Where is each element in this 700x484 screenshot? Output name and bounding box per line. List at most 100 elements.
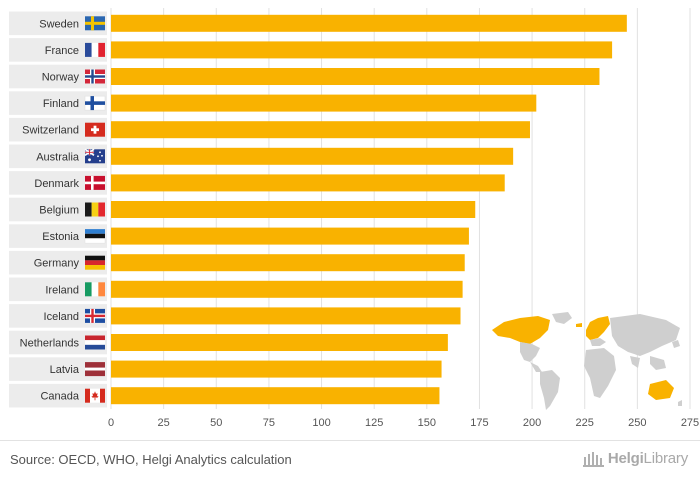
flag-band xyxy=(100,388,105,403)
map-region xyxy=(586,316,610,340)
category-label-box xyxy=(9,197,107,222)
flag-maple-leaf xyxy=(91,391,99,401)
flag-band xyxy=(85,42,92,57)
flag-cross xyxy=(85,181,105,185)
bar xyxy=(111,360,442,378)
category-label-box xyxy=(9,277,107,302)
flag-band xyxy=(85,370,105,377)
map-region xyxy=(492,316,550,344)
category-label: Germany xyxy=(34,258,80,270)
flag-ireland-icon xyxy=(85,282,105,297)
flag-sweden-icon xyxy=(85,16,105,31)
x-tick-label: 100 xyxy=(312,417,330,429)
map-region xyxy=(530,362,542,372)
world-map-icon xyxy=(492,312,682,410)
map-region xyxy=(552,312,572,324)
flag-netherlands-icon xyxy=(85,335,105,350)
bar xyxy=(111,307,461,325)
map-region xyxy=(576,323,582,327)
bar xyxy=(111,334,448,351)
category-label-box xyxy=(9,357,107,381)
flag-belgium-icon xyxy=(85,202,105,217)
bar-chart: Sweden France Norway Finland Switzerland Aust… xyxy=(9,8,699,429)
flag-iceland-icon xyxy=(85,308,105,323)
flag-band xyxy=(85,260,105,266)
footer: Source: OECD, WHO, Helgi Analytics calcu… xyxy=(0,440,700,484)
flag-star xyxy=(101,154,103,157)
flag-band xyxy=(85,344,105,350)
bar xyxy=(111,201,476,218)
flag-star xyxy=(99,151,101,154)
category-label-box xyxy=(9,250,107,275)
category-label: Latvia xyxy=(50,364,80,376)
bar xyxy=(111,387,440,405)
source-note: Source: OECD, WHO, Helgi Analytics calcu… xyxy=(10,452,292,467)
map-region xyxy=(650,356,666,370)
flag-band xyxy=(85,367,105,371)
flag-star xyxy=(97,155,99,158)
bar xyxy=(111,14,627,32)
flag-cross xyxy=(91,128,99,132)
flag-france-icon xyxy=(85,42,105,57)
x-tick-label: 25 xyxy=(158,417,170,429)
category-label-box xyxy=(9,330,107,355)
map-region xyxy=(520,342,540,362)
bar xyxy=(111,280,463,298)
category-label: Ireland xyxy=(45,284,79,296)
flag-latvia-icon xyxy=(85,362,105,377)
map-region xyxy=(584,348,616,398)
flag-germany-icon xyxy=(85,255,105,270)
category-label: Belgium xyxy=(39,205,79,217)
x-tick-label: 50 xyxy=(210,417,222,429)
bar xyxy=(111,147,514,165)
bar xyxy=(111,227,469,245)
flag-band xyxy=(85,388,90,403)
category-label-box xyxy=(9,144,107,169)
bar xyxy=(111,121,530,139)
flag-band xyxy=(85,255,105,261)
brand-name-light: Library xyxy=(643,450,689,467)
flag-band xyxy=(98,42,105,57)
category-label: France xyxy=(45,45,79,57)
category-label: Estonia xyxy=(42,231,80,243)
category-label: Finland xyxy=(43,98,79,110)
flag-band xyxy=(91,282,99,297)
flag-band xyxy=(91,202,99,217)
category-label-box xyxy=(9,38,107,62)
category-label-box xyxy=(9,11,107,36)
flag-band xyxy=(98,202,105,217)
flag-band xyxy=(85,340,105,345)
bar xyxy=(111,41,613,59)
map-region xyxy=(610,314,680,356)
category-label: Canada xyxy=(40,391,79,403)
map-region xyxy=(630,356,640,368)
flag-cross xyxy=(85,21,105,25)
flag-cross xyxy=(85,314,105,318)
x-tick-label: 150 xyxy=(418,417,436,429)
flag-estonia-icon xyxy=(84,229,106,244)
flag-band xyxy=(98,282,105,297)
map-region xyxy=(540,370,560,410)
category-label: Switzerland xyxy=(22,125,79,137)
category-label: Netherlands xyxy=(20,338,80,350)
brand-name-bold: Helgi xyxy=(607,450,644,467)
bar xyxy=(111,254,465,272)
bar xyxy=(111,174,505,192)
map-region xyxy=(590,338,606,346)
flag-cross xyxy=(85,75,105,78)
flag-band xyxy=(91,42,99,57)
x-tick-label: 125 xyxy=(365,417,383,429)
flag-band xyxy=(85,335,105,341)
category-label-box xyxy=(9,383,107,408)
category-label-box xyxy=(9,171,107,195)
x-tick-label: 275 xyxy=(681,417,699,429)
library-building-icon xyxy=(582,452,604,468)
category-label: Iceland xyxy=(44,311,79,323)
flag-denmark-icon xyxy=(85,175,105,190)
category-label-box xyxy=(9,224,107,248)
category-label-box xyxy=(9,304,107,328)
flag-switzerland-icon xyxy=(85,122,105,137)
flag-canada-icon xyxy=(85,388,105,403)
category-label-box xyxy=(9,64,107,89)
flag-norway-icon xyxy=(85,69,105,84)
